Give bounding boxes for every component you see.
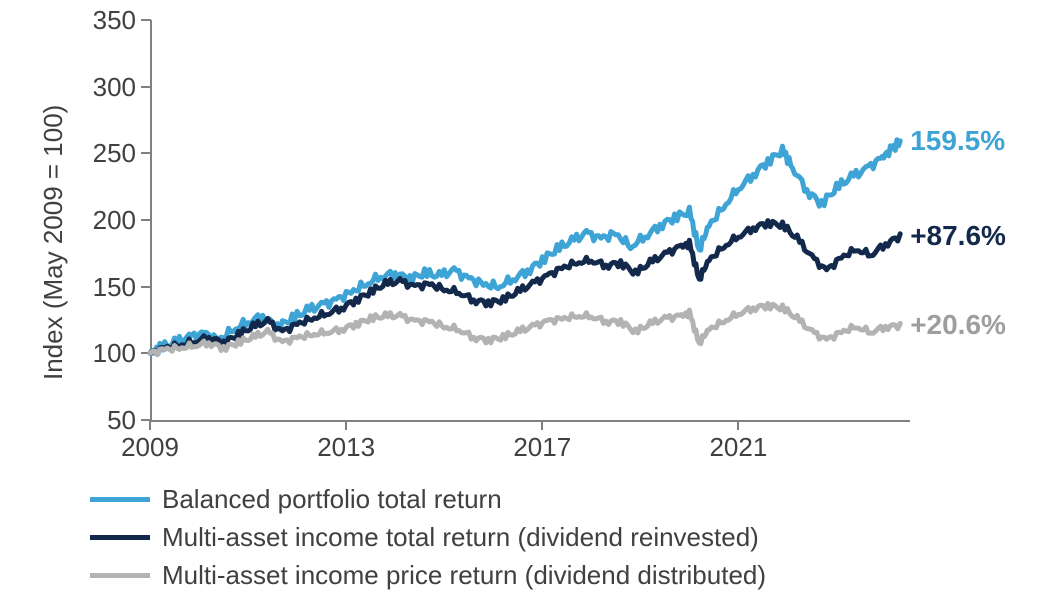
legend-item-mai-total: Multi-asset income total return (dividen… xyxy=(90,518,766,556)
x-tick-mark xyxy=(737,420,739,430)
x-tick-mark xyxy=(345,420,347,430)
legend-swatch-icon xyxy=(90,573,150,578)
series-end-label-mai_price: +20.6% xyxy=(910,309,1006,341)
plot-svg xyxy=(150,20,910,420)
legend: Balanced portfolio total return Multi-as… xyxy=(90,480,766,594)
x-tick-label: 2021 xyxy=(698,434,778,460)
y-tick-label: 200 xyxy=(70,207,136,233)
legend-label: Balanced portfolio total return xyxy=(162,484,502,515)
legend-label: Multi-asset income total return (dividen… xyxy=(162,522,759,553)
x-tick-label: 2013 xyxy=(306,434,386,460)
x-tick-mark xyxy=(541,420,543,430)
plot-area: 501001502002503003502009201320172021159.… xyxy=(150,20,910,420)
y-tick-label: 100 xyxy=(70,340,136,366)
legend-swatch-icon xyxy=(90,535,150,540)
y-axis-title: Index (May 2009 = 100) xyxy=(38,105,69,380)
x-tick-label: 2017 xyxy=(502,434,582,460)
legend-swatch-icon xyxy=(90,497,150,502)
x-tick-mark xyxy=(149,420,151,430)
legend-item-balanced: Balanced portfolio total return xyxy=(90,480,766,518)
legend-label: Multi-asset income price return (dividen… xyxy=(162,560,766,591)
series-line-mai_price xyxy=(150,303,900,354)
legend-item-mai-price: Multi-asset income price return (dividen… xyxy=(90,556,766,594)
series-end-label-balanced: 159.5% xyxy=(910,125,1005,157)
y-tick-label: 300 xyxy=(70,74,136,100)
y-tick-label: 250 xyxy=(70,140,136,166)
y-tick-label: 50 xyxy=(70,407,136,433)
y-tick-label: 350 xyxy=(70,7,136,33)
series-end-label-mai_total: +87.6% xyxy=(910,220,1006,252)
x-axis-line xyxy=(150,420,910,422)
y-tick-label: 150 xyxy=(70,274,136,300)
x-tick-label: 2009 xyxy=(110,434,190,460)
chart-container: Index (May 2009 = 100) 50100150200250300… xyxy=(0,0,1050,600)
